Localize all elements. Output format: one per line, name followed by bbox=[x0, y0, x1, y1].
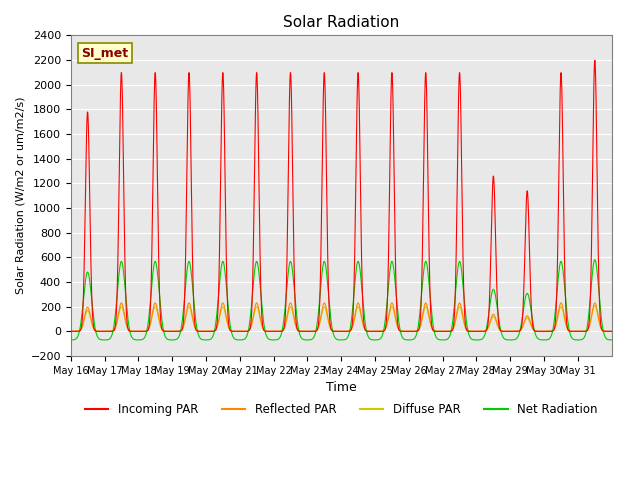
Y-axis label: Solar Radiation (W/m2 or um/m2/s): Solar Radiation (W/m2 or um/m2/s) bbox=[15, 97, 25, 294]
X-axis label: Time: Time bbox=[326, 381, 356, 394]
Legend: Incoming PAR, Reflected PAR, Diffuse PAR, Net Radiation: Incoming PAR, Reflected PAR, Diffuse PAR… bbox=[80, 398, 603, 420]
Title: Solar Radiation: Solar Radiation bbox=[283, 15, 399, 30]
Text: SI_met: SI_met bbox=[81, 47, 129, 60]
